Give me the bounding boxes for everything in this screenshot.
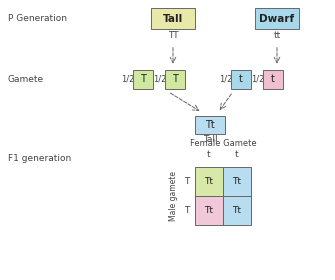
FancyBboxPatch shape — [223, 167, 251, 196]
FancyBboxPatch shape — [231, 70, 251, 88]
Text: Dwarf: Dwarf — [259, 14, 294, 24]
Text: 1/2: 1/2 — [153, 75, 167, 84]
FancyBboxPatch shape — [255, 8, 299, 29]
Text: Tall: Tall — [203, 135, 217, 144]
Text: 1/2: 1/2 — [251, 75, 265, 84]
Text: 1/2: 1/2 — [219, 75, 233, 84]
Text: Female Gamete: Female Gamete — [190, 139, 256, 148]
Text: t: t — [235, 150, 239, 159]
Text: F1 generation: F1 generation — [8, 154, 71, 163]
Text: Male gamete: Male gamete — [169, 171, 178, 221]
Text: T: T — [140, 74, 146, 84]
FancyBboxPatch shape — [151, 8, 195, 29]
FancyBboxPatch shape — [263, 70, 283, 88]
Text: Tall: Tall — [163, 14, 183, 24]
Text: P Generation: P Generation — [8, 14, 67, 23]
Text: t: t — [207, 150, 211, 159]
FancyBboxPatch shape — [195, 196, 223, 225]
Text: t: t — [271, 74, 275, 84]
Text: Tt: Tt — [232, 177, 242, 186]
Text: TT: TT — [168, 31, 178, 40]
Text: Tt: Tt — [204, 177, 213, 186]
Text: T: T — [184, 177, 190, 186]
Text: t: t — [239, 74, 243, 84]
FancyBboxPatch shape — [133, 70, 153, 88]
Text: T: T — [184, 206, 190, 215]
Text: T: T — [172, 74, 178, 84]
Text: Gamete: Gamete — [8, 75, 44, 84]
Text: Tt: Tt — [232, 206, 242, 215]
FancyBboxPatch shape — [165, 70, 185, 88]
Text: 1/2: 1/2 — [121, 75, 135, 84]
FancyBboxPatch shape — [223, 196, 251, 225]
Text: Tt: Tt — [204, 206, 213, 215]
Text: Tt: Tt — [205, 120, 215, 130]
Text: Mono-hybrid Cross: Mono-hybrid Cross — [105, 258, 230, 272]
FancyBboxPatch shape — [195, 167, 223, 196]
Text: tt: tt — [273, 31, 281, 40]
FancyBboxPatch shape — [195, 116, 225, 134]
